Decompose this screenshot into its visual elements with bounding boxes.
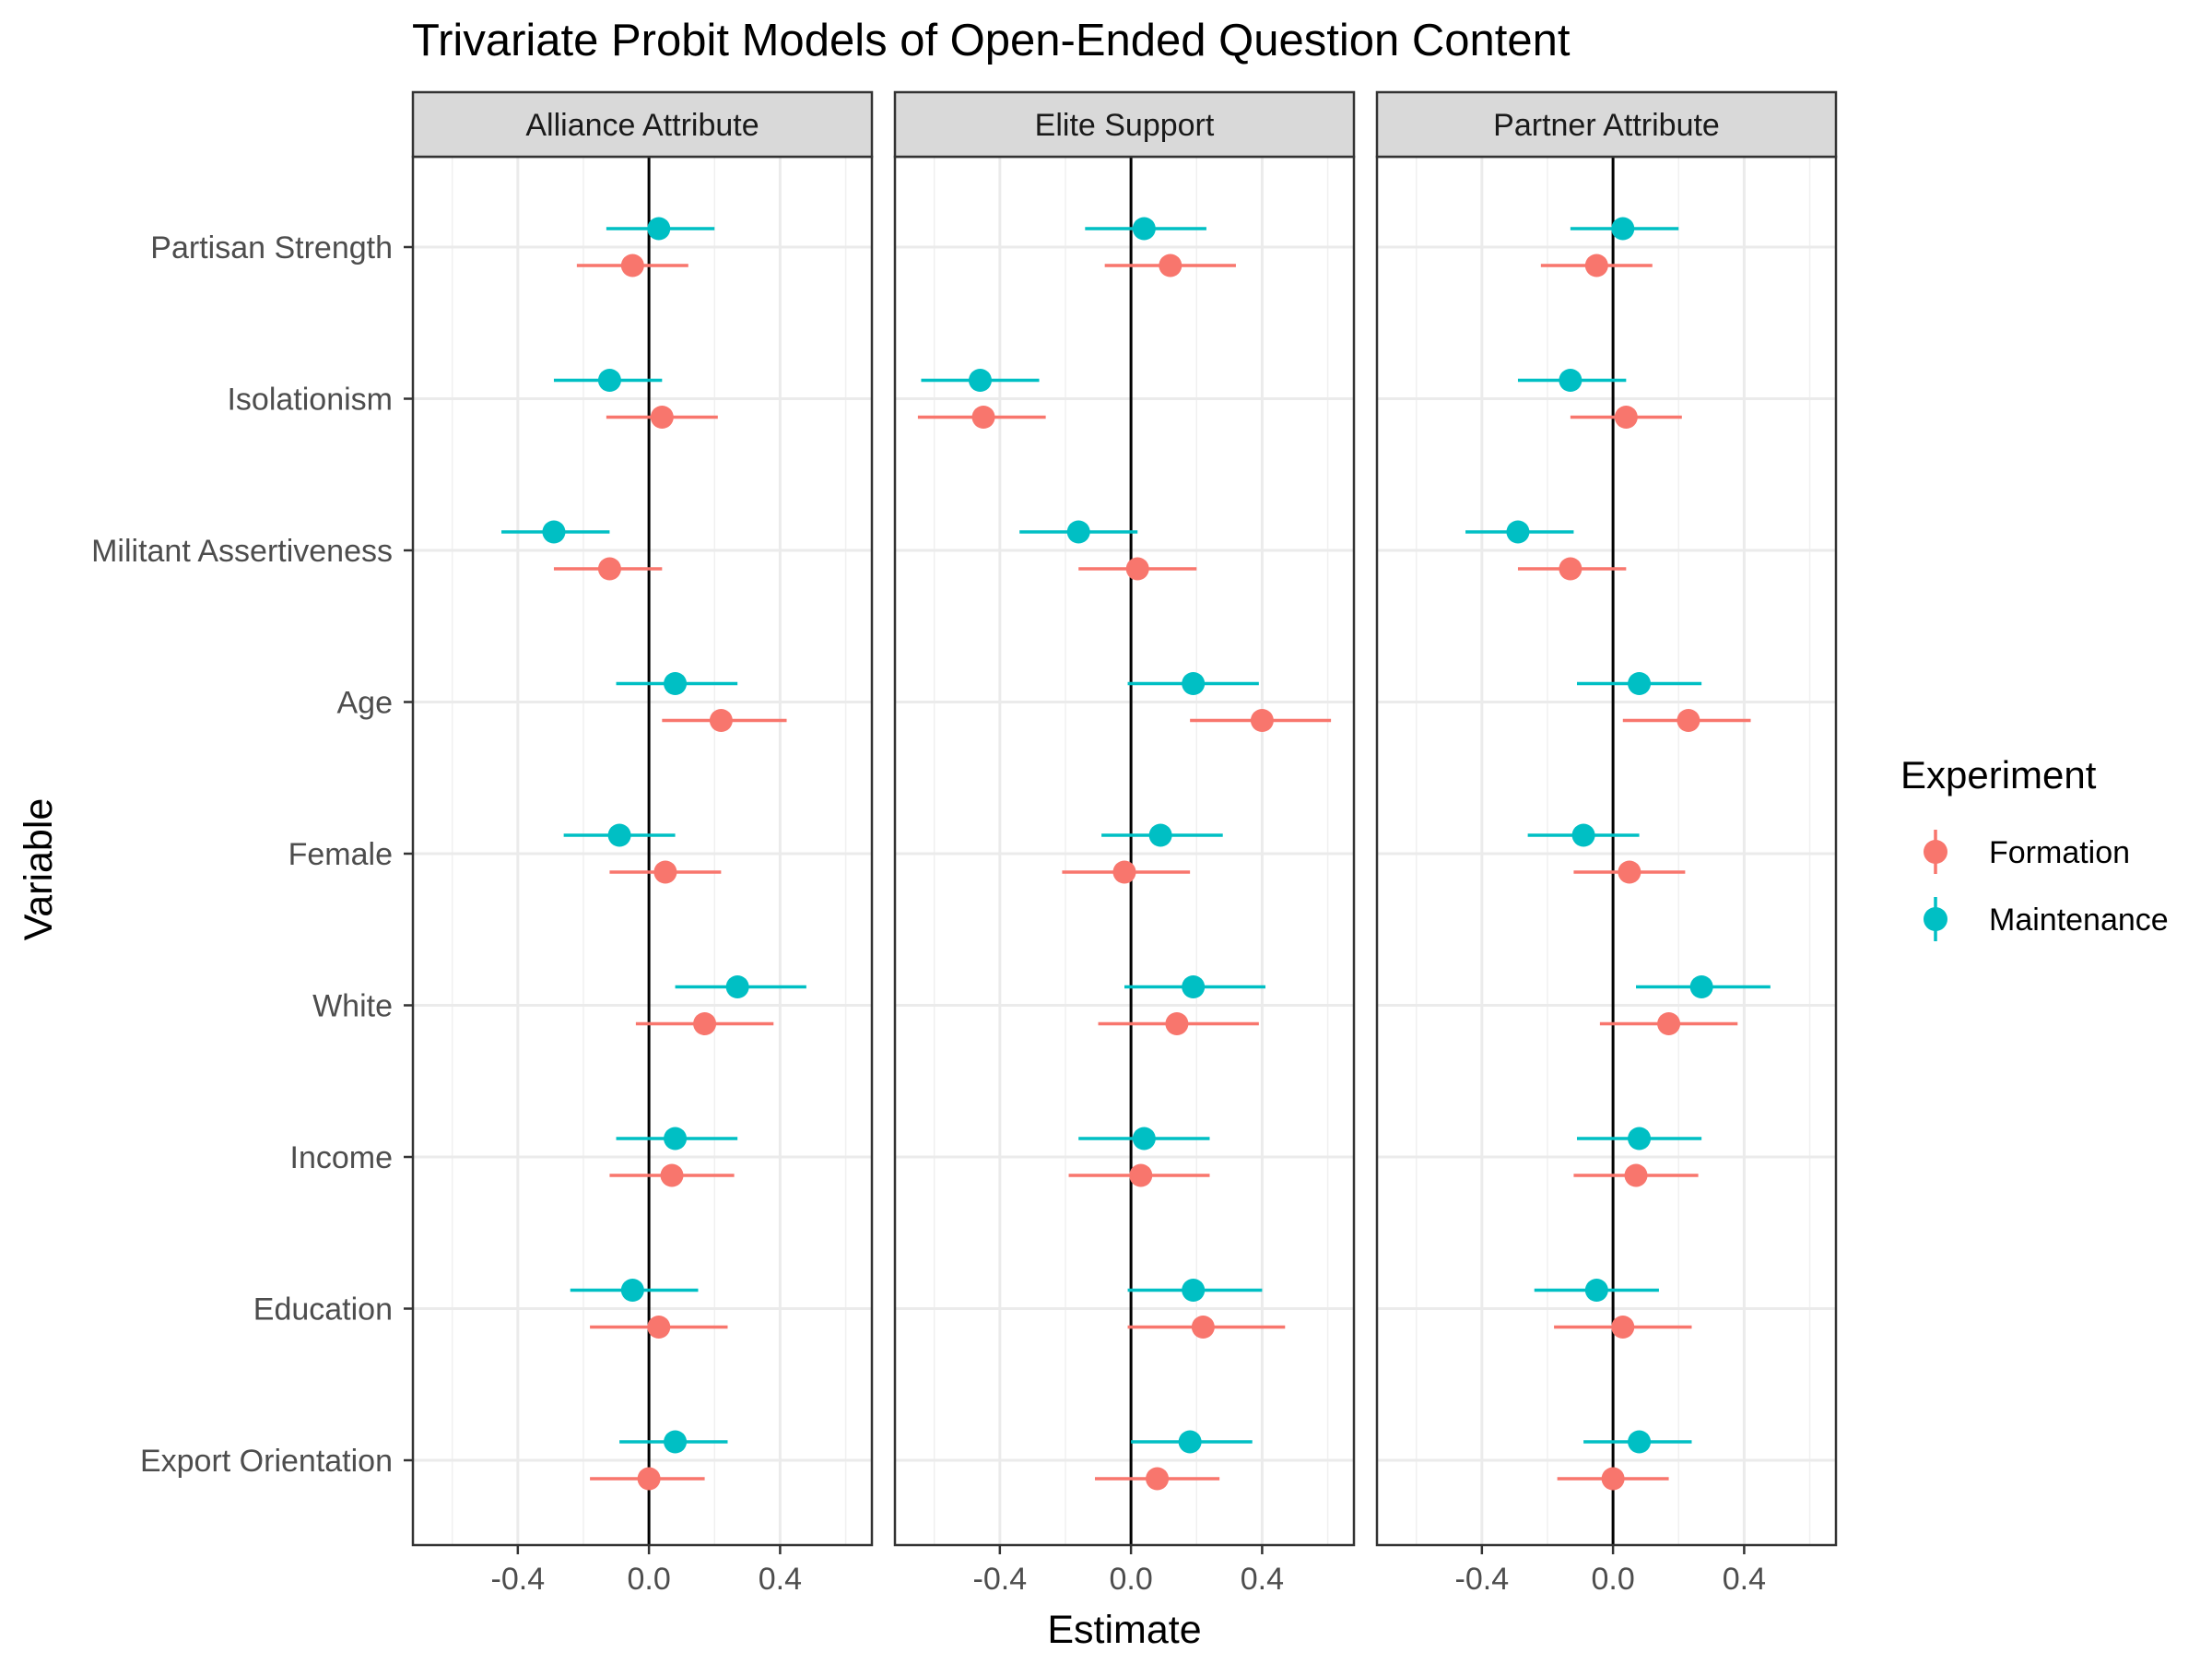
legend-title: Experiment bbox=[1900, 753, 2097, 797]
point-formation bbox=[653, 860, 677, 884]
legend: Experiment Formation Maintenance bbox=[1900, 753, 2169, 941]
x-tick-label: 0.4 bbox=[759, 1562, 802, 1597]
strip-label: Alliance Attribute bbox=[525, 108, 759, 143]
legend-label-formation: Formation bbox=[1989, 835, 2130, 870]
point-formation bbox=[1559, 557, 1583, 581]
point-maintenance bbox=[968, 369, 992, 392]
point-formation bbox=[650, 406, 674, 429]
point-formation bbox=[1191, 1316, 1215, 1339]
x-tick-label: 0.4 bbox=[1723, 1562, 1766, 1597]
point-maintenance bbox=[1571, 823, 1595, 847]
strip-label: Elite Support bbox=[1035, 108, 1215, 143]
point-maintenance bbox=[1611, 217, 1635, 241]
point-maintenance bbox=[1689, 975, 1713, 998]
x-tick-label: 0.0 bbox=[627, 1562, 670, 1597]
point-formation bbox=[620, 254, 644, 277]
point-formation bbox=[971, 406, 995, 429]
legend-key-point-formation bbox=[1924, 840, 1947, 864]
panel-partner-attribute: Partner Attribute -0.4 0.0 0.4 bbox=[1375, 90, 1838, 1597]
point-maintenance bbox=[1132, 217, 1156, 241]
x-tick-label: 0.0 bbox=[1591, 1562, 1634, 1597]
x-axis-title: Estimate bbox=[1047, 1608, 1201, 1652]
point-formation bbox=[1677, 709, 1700, 732]
strip-background bbox=[1375, 90, 1838, 159]
x-tick-label: -0.4 bbox=[491, 1562, 546, 1597]
point-formation bbox=[1250, 709, 1274, 732]
point-maintenance bbox=[647, 217, 671, 241]
point-formation bbox=[1624, 1163, 1648, 1187]
y-axis-title: Variable bbox=[17, 798, 61, 941]
point-maintenance bbox=[1182, 672, 1206, 695]
point-formation bbox=[1125, 557, 1149, 581]
y-axis: Partisan Strength Isolationism Militant As… bbox=[91, 230, 413, 1479]
point-formation bbox=[597, 557, 621, 581]
point-formation bbox=[1618, 860, 1641, 884]
point-maintenance bbox=[597, 369, 621, 392]
point-maintenance bbox=[664, 1127, 688, 1151]
point-maintenance bbox=[1506, 520, 1530, 544]
point-formation bbox=[1611, 1316, 1635, 1339]
x-tick-label: -0.4 bbox=[1455, 1562, 1510, 1597]
y-tick-label: Age bbox=[337, 686, 394, 721]
point-formation bbox=[1601, 1467, 1625, 1491]
point-maintenance bbox=[1182, 975, 1206, 998]
y-tick-label: Income bbox=[290, 1140, 394, 1175]
y-tick-label: Isolationism bbox=[227, 383, 393, 418]
point-maintenance bbox=[1584, 1279, 1608, 1302]
x-tick-label: 0.0 bbox=[1109, 1562, 1152, 1597]
point-formation bbox=[1146, 1467, 1170, 1491]
point-formation bbox=[1614, 406, 1638, 429]
y-tick-label: Militant Assertiveness bbox=[91, 534, 393, 569]
panel-elite-support: Elite Support -0.4 0.0 0.4 bbox=[893, 90, 1356, 1597]
point-maintenance bbox=[664, 672, 688, 695]
panel-background bbox=[413, 157, 872, 1545]
legend-key-point-maintenance bbox=[1924, 907, 1947, 931]
point-formation bbox=[1129, 1163, 1153, 1187]
strip-background bbox=[893, 90, 1356, 159]
point-maintenance bbox=[620, 1279, 644, 1302]
panel-alliance-attribute: Alliance Attribute -0.4 0.0 0.4 bbox=[411, 90, 874, 1597]
strip-label: Partner Attribute bbox=[1493, 108, 1720, 143]
point-maintenance bbox=[1132, 1127, 1156, 1151]
point-formation bbox=[1112, 860, 1136, 884]
point-maintenance bbox=[1628, 1127, 1652, 1151]
panel-background bbox=[1377, 157, 1836, 1545]
point-formation bbox=[1584, 254, 1608, 277]
point-maintenance bbox=[542, 520, 566, 544]
point-maintenance bbox=[1559, 369, 1583, 392]
point-formation bbox=[693, 1012, 717, 1035]
point-maintenance bbox=[664, 1430, 688, 1454]
panel-background bbox=[895, 157, 1354, 1545]
point-maintenance bbox=[1628, 1430, 1652, 1454]
y-tick-label: Partisan Strength bbox=[150, 230, 393, 266]
point-maintenance bbox=[607, 823, 631, 847]
point-maintenance bbox=[1628, 672, 1652, 695]
point-formation bbox=[709, 709, 733, 732]
x-tick-label: 0.4 bbox=[1241, 1562, 1284, 1597]
point-maintenance bbox=[725, 975, 749, 998]
point-formation bbox=[647, 1316, 671, 1339]
point-formation bbox=[1159, 254, 1182, 277]
y-tick-label: Education bbox=[253, 1292, 393, 1328]
y-tick-label: Export Orientation bbox=[140, 1444, 393, 1479]
point-formation bbox=[1657, 1012, 1681, 1035]
point-maintenance bbox=[1178, 1430, 1202, 1454]
y-tick-label: White bbox=[312, 989, 393, 1024]
point-formation bbox=[1165, 1012, 1189, 1035]
strip-background bbox=[411, 90, 874, 159]
point-maintenance bbox=[1066, 520, 1090, 544]
chart-title: Trivariate Probit Models of Open-Ended Q… bbox=[412, 16, 1571, 65]
legend-label-maintenance: Maintenance bbox=[1989, 903, 2169, 938]
point-maintenance bbox=[1148, 823, 1172, 847]
point-formation bbox=[637, 1467, 661, 1491]
x-tick-label: -0.4 bbox=[973, 1562, 1028, 1597]
y-tick-label: Female bbox=[288, 837, 393, 872]
point-formation bbox=[660, 1163, 684, 1187]
point-maintenance bbox=[1182, 1279, 1206, 1302]
